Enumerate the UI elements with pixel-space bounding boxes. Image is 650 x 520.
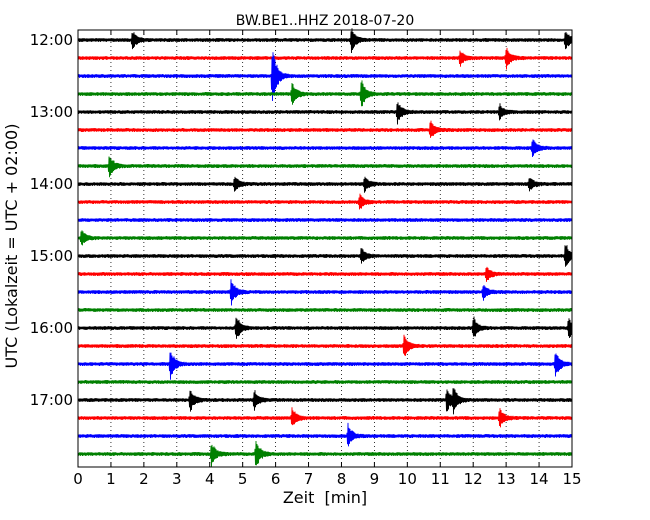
y-tick-label: 12:00 (30, 31, 73, 49)
plot-frame (77, 29, 573, 468)
trace-1615 (77, 334, 573, 356)
x-tick-label: 14 (530, 470, 549, 488)
trace-1715 (77, 407, 573, 428)
trace-1445 (77, 230, 573, 246)
trace-1700 (77, 388, 573, 415)
grid-lines (110, 30, 540, 467)
y-axis-ticks: 12:00 13:00 14:00 15:00 16:00 17:00 (30, 31, 572, 409)
y-tick-label: 13:00 (30, 103, 73, 121)
x-tick-label: 1 (106, 470, 116, 488)
x-tick-label: 3 (172, 470, 182, 488)
x-tick-label: 2 (139, 470, 149, 488)
trace-1600 (77, 316, 573, 339)
trace-1500 (77, 245, 573, 267)
x-tick-label: 10 (398, 470, 417, 488)
x-tick-label: 13 (497, 470, 516, 488)
x-tick-label: 5 (238, 470, 248, 488)
x-tick-label: 4 (205, 470, 215, 488)
trace-1415 (77, 193, 573, 210)
trace-1645 (77, 380, 573, 384)
chart-title: BW.BE1..HHZ 2018-07-20 (236, 13, 415, 29)
trace-1530 (77, 279, 573, 306)
y-tick-label: 14:00 (30, 175, 73, 193)
trace-1245 (77, 80, 573, 107)
x-tick-label: 0 (73, 470, 83, 488)
trace-1300 (77, 102, 573, 125)
trace-1330 (77, 139, 573, 158)
y-axis-label: UTC (Lokalzeit = UTC + 02:00) (2, 124, 21, 369)
x-tick-label: 7 (304, 470, 314, 488)
y-tick-label: 17:00 (30, 391, 73, 409)
trace-1230 (77, 52, 573, 102)
trace-1400 (77, 176, 573, 193)
trace-1545 (77, 308, 573, 312)
x-tick-label: 8 (337, 470, 347, 488)
trace-1430 (77, 218, 573, 222)
y-tick-label: 16:00 (30, 319, 73, 337)
trace-1745 (77, 441, 573, 467)
x-tick-label: 11 (431, 470, 450, 488)
seismogram-traces (77, 28, 573, 467)
trace-1515 (77, 266, 573, 282)
trace-1315 (77, 120, 573, 138)
trace-1345 (77, 156, 573, 178)
trace-1200 (77, 28, 573, 53)
x-tick-label: 15 (562, 470, 581, 488)
trace-1215 (77, 47, 573, 70)
plot-border (77, 29, 573, 468)
y-tick-label: 15:00 (30, 247, 73, 265)
x-tick-label: 9 (370, 470, 380, 488)
x-axis-label: Zeit [min] (283, 488, 367, 507)
x-tick-label: 12 (464, 470, 483, 488)
trace-1630 (77, 352, 573, 380)
x-tick-label: 6 (271, 470, 281, 488)
trace-1730 (77, 422, 573, 447)
x-axis-ticks: 0 1 2 3 4 5 6 7 8 9 10 11 12 13 14 15 (73, 30, 582, 488)
